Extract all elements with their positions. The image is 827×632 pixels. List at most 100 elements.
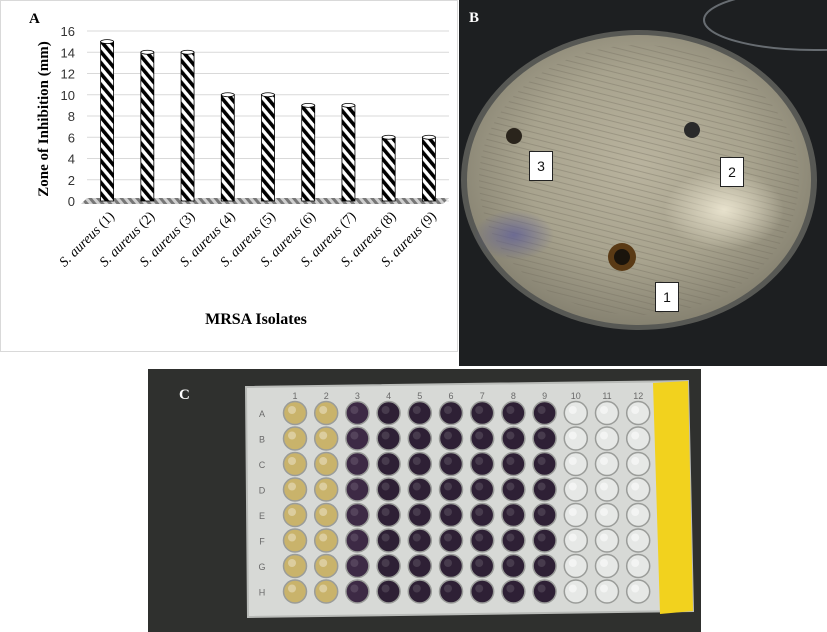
well-label-1: 1 (655, 282, 679, 312)
well (625, 579, 651, 604)
well-highlight (568, 431, 577, 440)
well (563, 451, 589, 477)
well (594, 528, 620, 553)
column-label: 6 (448, 391, 453, 401)
well (282, 451, 308, 477)
well (313, 400, 339, 426)
well (407, 502, 433, 528)
wells (282, 400, 651, 604)
well-highlight (288, 584, 296, 593)
well (376, 400, 401, 426)
well-highlight (444, 559, 452, 567)
well (625, 400, 651, 426)
well (501, 553, 526, 579)
well-highlight (350, 533, 359, 542)
well-highlight (537, 533, 546, 542)
row-label: B (259, 435, 265, 445)
well (501, 528, 526, 553)
well (438, 579, 464, 604)
column-label: 11 (602, 391, 611, 401)
well (563, 579, 589, 604)
well (563, 553, 589, 579)
well (282, 579, 308, 604)
well-highlight (600, 431, 608, 440)
bar-cap (421, 134, 436, 140)
well-highlight (381, 482, 390, 491)
well-highlight (506, 406, 515, 414)
well-3-hole (506, 128, 522, 144)
well (563, 477, 589, 502)
well-2-hole (684, 122, 700, 138)
well-highlight (631, 457, 640, 465)
well (376, 553, 401, 579)
well (625, 477, 651, 502)
well-highlight (350, 482, 359, 491)
well-highlight (444, 431, 452, 440)
well (376, 477, 401, 502)
row-label: C (259, 460, 266, 470)
y-tick-label: 6 (68, 130, 75, 145)
well-highlight (631, 584, 640, 593)
well-highlight (381, 457, 390, 465)
column-label: 5 (417, 391, 422, 401)
well (345, 477, 370, 502)
column-label: 2 (324, 391, 329, 401)
well-highlight (475, 406, 484, 414)
well (532, 451, 557, 477)
well-highlight (537, 482, 546, 491)
well (625, 426, 651, 451)
well (438, 400, 464, 426)
bar (180, 51, 195, 202)
bar-cap (100, 39, 115, 45)
well-highlight (444, 508, 452, 516)
bar (381, 136, 396, 202)
well-highlight (350, 406, 359, 414)
bar-cap (381, 134, 396, 140)
y-tick-label: 0 (68, 194, 75, 209)
well (345, 400, 370, 426)
row-label: D (259, 486, 266, 496)
well (563, 528, 589, 553)
well-highlight (506, 457, 515, 465)
row-label: A (259, 409, 265, 419)
well-highlight (506, 431, 515, 440)
well (313, 477, 339, 502)
well-highlight (381, 533, 390, 542)
well-highlight (412, 508, 421, 516)
well (469, 579, 495, 604)
well-highlight (631, 508, 640, 516)
well (594, 400, 620, 426)
well-highlight (350, 559, 359, 567)
well-label-2: 2 (720, 157, 744, 187)
well-highlight (288, 482, 296, 491)
well-highlight (631, 431, 640, 440)
well (282, 528, 308, 553)
well (563, 400, 589, 426)
well-highlight (319, 457, 328, 465)
well-highlight (600, 457, 608, 465)
bar-cap (180, 49, 195, 55)
row-label: H (259, 588, 266, 598)
row-label: G (258, 562, 265, 572)
well-highlight (506, 533, 515, 542)
bar (341, 104, 356, 202)
well-highlight (412, 559, 421, 567)
well (345, 502, 370, 528)
well-highlight (412, 457, 421, 465)
agar-plate-image (459, 0, 827, 366)
well (532, 553, 557, 579)
well (376, 451, 401, 477)
well-highlight (350, 584, 359, 593)
well (407, 451, 433, 477)
well (407, 426, 433, 451)
well-highlight (319, 559, 328, 567)
well (407, 477, 433, 502)
well-highlight (288, 406, 296, 414)
well (282, 553, 308, 579)
well-highlight (319, 406, 328, 414)
well (345, 579, 370, 604)
well-highlight (475, 559, 484, 567)
well (501, 451, 526, 477)
well (313, 502, 339, 528)
